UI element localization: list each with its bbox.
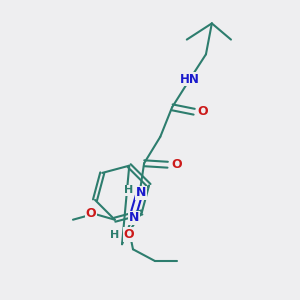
Text: N: N: [136, 186, 146, 199]
Text: N: N: [129, 211, 139, 224]
Text: O: O: [171, 158, 182, 171]
Text: O: O: [85, 207, 96, 220]
Text: HN: HN: [180, 73, 200, 86]
Text: H: H: [124, 185, 133, 195]
Text: H: H: [110, 230, 119, 240]
Text: O: O: [123, 228, 134, 241]
Text: O: O: [198, 105, 208, 118]
